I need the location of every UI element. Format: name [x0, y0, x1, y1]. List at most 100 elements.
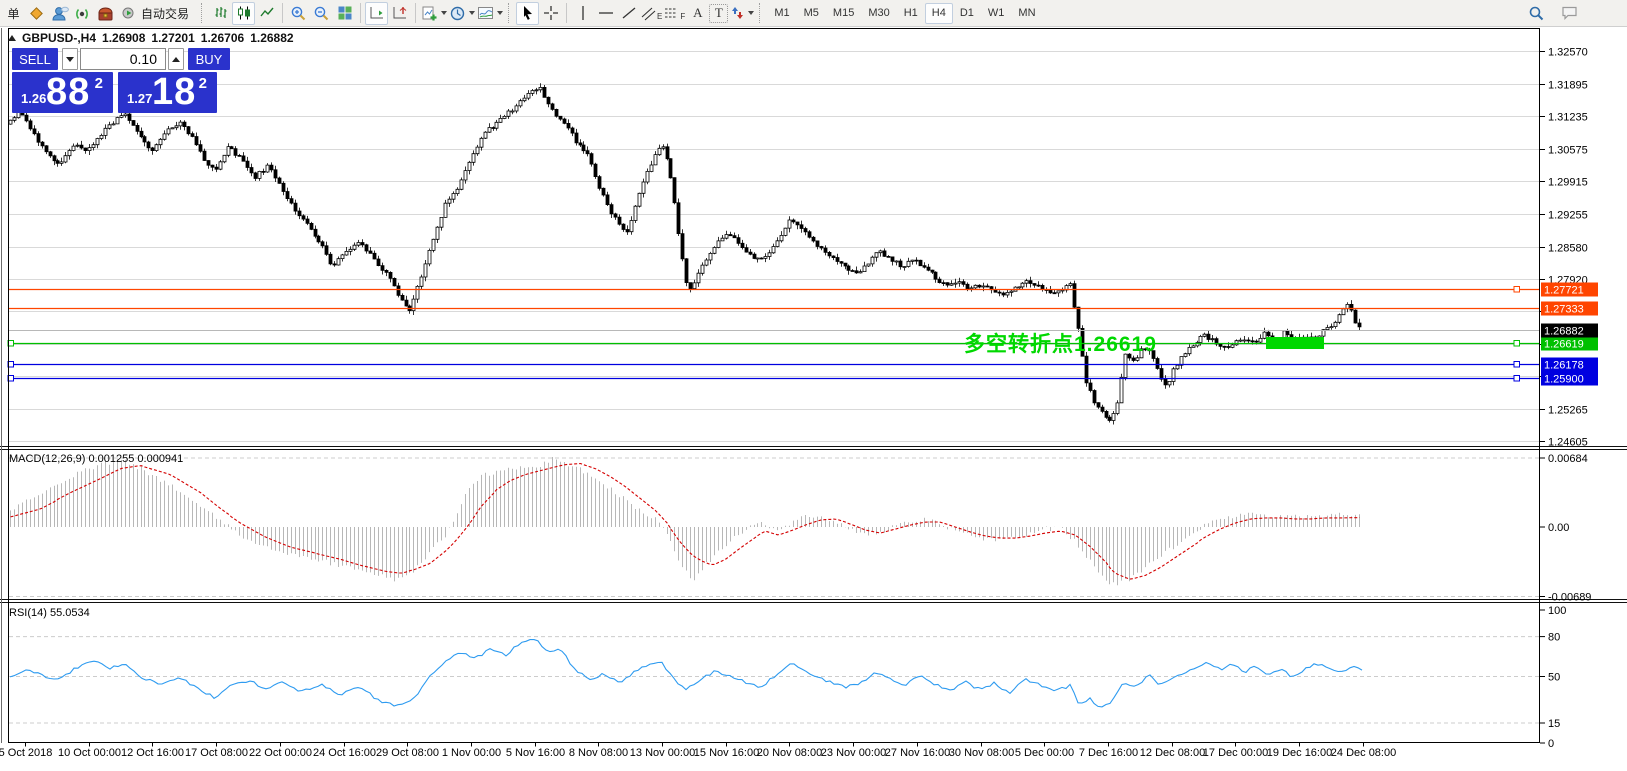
price-tick-label: 1.29255 — [1548, 210, 1588, 222]
timeframe-h4-button[interactable]: H4 — [924, 2, 953, 24]
rsi-tick-label: 100 — [1548, 605, 1566, 617]
templates-icon — [477, 5, 494, 22]
time-tick-label: 8 Nov 08:00 — [569, 747, 628, 759]
indicators-button[interactable] — [420, 2, 448, 25]
community-button[interactable] — [48, 2, 71, 25]
candlestick-chart-button[interactable] — [232, 1, 256, 25]
autotrading-button[interactable]: 自动交易 — [117, 2, 197, 25]
price-tick-label: 1.31895 — [1548, 80, 1588, 92]
cursor-icon — [520, 5, 535, 21]
price-tick-label: 1.32570 — [1548, 47, 1588, 59]
rsi-line — [9, 639, 1363, 708]
indicators-dropdown-caret — [441, 11, 448, 15]
chart-shift-button[interactable] — [388, 2, 411, 25]
ohlc-low: 1.26706 — [200, 31, 245, 45]
zoom-in-icon — [290, 5, 307, 22]
buy-price-prefix: 1.27 — [127, 91, 153, 106]
auto-scroll-button[interactable] — [365, 1, 389, 25]
chart-text-annotation[interactable]: 多空转折点1.26619 — [964, 333, 1157, 356]
price-axis[interactable]: 1.32570 1.31895 1.31235 1.30575 1.29915 1.292… — [1540, 47, 1591, 751]
timeframe-m5-button[interactable]: M5 — [803, 7, 819, 19]
time-tick-label: 29 Oct 08:00 — [376, 747, 439, 759]
equidistant-channel-tool-button[interactable]: E — [640, 2, 663, 25]
trendline-tool-button[interactable] — [617, 2, 640, 25]
line-chart-button[interactable] — [255, 2, 278, 25]
buy-price-button[interactable]: 1.27 18 2 — [118, 71, 217, 113]
chat-button[interactable] — [1558, 2, 1581, 25]
time-axis[interactable]: 5 Oct 2018 10 Oct 00:00 12 Oct 16:00 17 Oct… — [0, 742, 1396, 760]
sell-price-big: 88 — [46, 71, 91, 113]
market-button[interactable] — [94, 2, 117, 25]
price-gridlines — [9, 51, 1539, 442]
price-tick-label: 1.29915 — [1548, 177, 1588, 189]
timeframe-m15-button[interactable]: M15 — [832, 7, 855, 19]
text-label-tool-button[interactable]: T — [709, 3, 729, 23]
buy-button[interactable]: BUY — [188, 48, 230, 70]
price-chart-canvas[interactable]: 1.32570 1.31895 1.31235 1.30575 1.29915 1.292… — [0, 27, 1627, 771]
highlight-rectangle-object[interactable] — [1266, 337, 1324, 349]
templates-button[interactable] — [476, 2, 504, 25]
cursor-button[interactable] — [516, 1, 540, 25]
timeframe-d1-button[interactable]: D1 — [959, 7, 974, 19]
new-order-button[interactable]: 单 — [2, 2, 25, 25]
sell-button[interactable]: SELL — [12, 48, 58, 70]
time-tick-label: 10 Oct 00:00 — [58, 747, 121, 759]
crosshair-button[interactable] — [539, 2, 562, 25]
signals-button[interactable] — [71, 2, 94, 25]
macd-tick-label: -0.00689 — [1548, 592, 1591, 604]
triangle-down-icon — [66, 56, 74, 62]
vertical-line-tool-button[interactable] — [571, 2, 594, 25]
sell-price-button[interactable]: 1.26 88 2 — [12, 71, 113, 113]
periods-button[interactable] — [448, 2, 476, 25]
line-handle[interactable] — [1513, 375, 1520, 382]
tile-windows-button[interactable] — [333, 2, 356, 25]
bar-chart-button[interactable] — [209, 2, 232, 25]
toolbar-grip — [201, 3, 205, 23]
candlestick-series — [8, 83, 1362, 425]
price-tick-label: 1.31235 — [1548, 112, 1588, 124]
price-tick-label: 1.30575 — [1548, 145, 1588, 157]
volume-input[interactable] — [80, 48, 166, 70]
macd-tick-label: 0.00684 — [1548, 453, 1588, 465]
chart-shift-icon — [392, 5, 408, 21]
timeframe-h1-button[interactable]: H1 — [903, 7, 918, 19]
trendline-icon — [621, 5, 637, 21]
collapse-panel-arrow-icon[interactable] — [8, 35, 16, 41]
price-tick-label: 1.24605 — [1548, 437, 1588, 449]
line-handle[interactable] — [1513, 361, 1520, 368]
time-tick-label: 24 Dec 08:00 — [1331, 747, 1396, 759]
zoom-in-button[interactable] — [287, 2, 310, 25]
text-tool-button[interactable]: A — [686, 2, 709, 25]
bar-chart-icon — [213, 5, 229, 21]
volume-decrease-button[interactable] — [62, 48, 78, 70]
time-tick-label: 7 Dec 16:00 — [1079, 747, 1138, 759]
fibonacci-tool-button[interactable]: F — [663, 2, 686, 25]
search-button[interactable] — [1525, 2, 1548, 25]
timeframe-mn-button[interactable]: MN — [1018, 7, 1036, 19]
buy-price-big: 18 — [152, 71, 197, 113]
toolbar-separator — [360, 3, 362, 23]
one-click-trading-panel: SELL BUY 1.26 88 2 1.27 18 2 — [12, 48, 230, 140]
metaeditor-button[interactable] — [25, 2, 48, 25]
rsi-tick-label: 0 — [1548, 738, 1554, 750]
channel-icon — [641, 6, 656, 21]
timeframe-m1-button[interactable]: M1 — [774, 7, 790, 19]
rsi-tick-label: 15 — [1548, 718, 1560, 730]
line-handle[interactable] — [1513, 340, 1520, 347]
time-tick-label: 1 Nov 00:00 — [442, 747, 501, 759]
zoom-out-button[interactable] — [310, 2, 333, 25]
line-price-label: 1.27721 — [1544, 285, 1584, 297]
market-icon — [97, 5, 115, 22]
timeframe-w1-button[interactable]: W1 — [987, 7, 1005, 19]
chat-icon — [1561, 5, 1579, 21]
community-icon — [51, 5, 69, 22]
horizontal-line-tool-button[interactable] — [594, 2, 617, 25]
time-tick-label: 23 Nov 00:00 — [821, 747, 886, 759]
signals-icon — [74, 5, 92, 22]
time-tick-label: 5 Nov 16:00 — [506, 747, 565, 759]
line-handle[interactable] — [1513, 286, 1520, 293]
volume-increase-button[interactable] — [168, 48, 184, 70]
timeframe-m30-button[interactable]: M30 — [868, 7, 890, 19]
arrows-tool-button[interactable] — [728, 2, 755, 25]
fibonacci-sub-label: F — [680, 12, 686, 21]
